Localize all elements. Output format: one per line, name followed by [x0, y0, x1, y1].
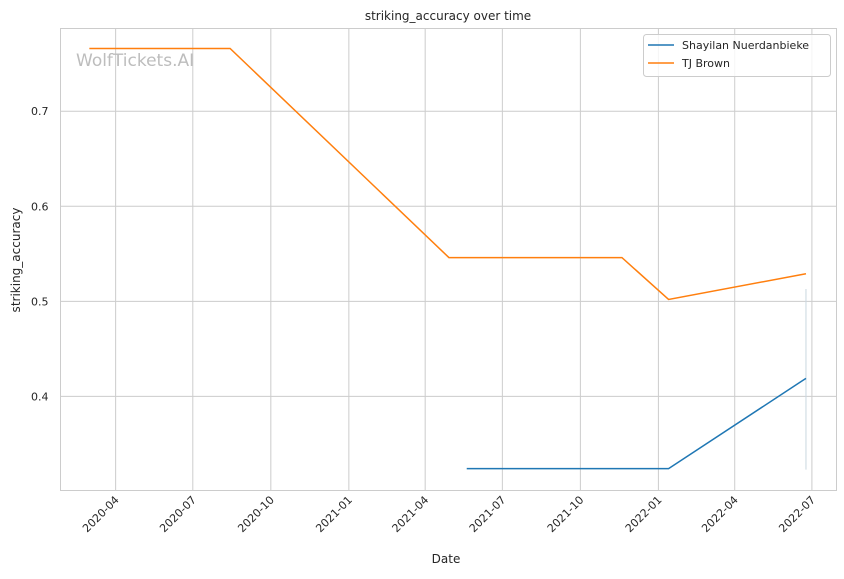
x-tick-label: 2020-04 — [80, 493, 122, 535]
y-tick-label: 0.6 — [31, 200, 49, 213]
x-tick-label: 2021-04 — [390, 493, 432, 535]
series-line-0 — [466, 377, 807, 470]
legend-label-0: Shayilan Nuerdanbieke — [682, 39, 809, 52]
series-line-1 — [89, 47, 807, 301]
y-axis-label: striking_accuracy — [9, 208, 23, 313]
legend: Shayilan Nuerdanbieke TJ Brown — [643, 34, 831, 77]
grid — [60, 28, 837, 491]
x-axis-label: Date — [432, 552, 461, 566]
x-tick-label: 2020-07 — [157, 493, 199, 535]
x-tick-label: 2021-10 — [545, 493, 587, 535]
x-tick-label: 2021-01 — [313, 493, 355, 535]
legend-label-1: TJ Brown — [681, 57, 730, 70]
x-tick-label: 2022-04 — [699, 493, 741, 535]
series-lines — [89, 47, 807, 470]
y-tick-label: 0.4 — [31, 390, 49, 403]
x-tick-label: 2021-07 — [467, 493, 509, 535]
tick-labels: 2020-04 2020-07 2020-10 2021-01 2021-04 2021-… — [31, 105, 818, 535]
x-tick-label: 2022-07 — [776, 493, 818, 535]
y-tick-label: 0.7 — [31, 105, 49, 118]
x-tick-label: 2020-10 — [235, 493, 277, 535]
legend-box — [643, 34, 831, 77]
y-tick-label: 0.5 — [31, 295, 49, 308]
plot-frame — [60, 28, 837, 491]
watermark: WolfTickets.AI — [76, 51, 194, 71]
x-tick-label: 2022-01 — [623, 493, 665, 535]
chart-title: striking_accuracy over time — [365, 9, 531, 23]
